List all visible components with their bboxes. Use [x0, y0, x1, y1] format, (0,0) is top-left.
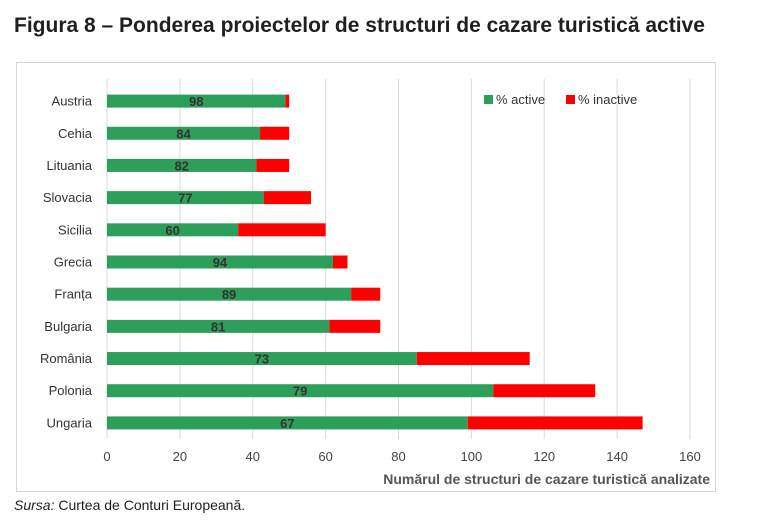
data-label: 81: [211, 319, 225, 334]
legend-swatch: [566, 95, 575, 104]
x-tick-label: 40: [246, 449, 260, 464]
category-label: Grecia: [54, 255, 93, 270]
data-label: 79: [293, 384, 307, 399]
bar-active: [107, 223, 239, 237]
data-label: 67: [280, 416, 294, 431]
bar-inactive: [256, 158, 290, 172]
x-tick-label: 140: [606, 449, 628, 464]
bar-active: [107, 126, 261, 140]
legend-label: % active: [496, 92, 545, 107]
x-tick-label: 100: [461, 449, 483, 464]
bar-inactive: [493, 384, 596, 398]
bar-active: [107, 158, 257, 172]
data-label: 94: [213, 255, 228, 270]
bar-active: [107, 352, 417, 366]
bar-active: [107, 94, 286, 108]
bar-inactive: [285, 94, 290, 108]
stacked-bar-chart: 0 20 40 60 80 100 120 140 160 Austria 98 Cehia 84 Lit…: [40, 79, 710, 487]
x-axis-title: Numărul de structuri de cazare turistică…: [383, 471, 710, 487]
category-label: Bulgaria: [44, 319, 92, 334]
bar-inactive: [329, 319, 381, 333]
x-tick-label: 160: [679, 449, 701, 464]
data-label: 82: [174, 158, 188, 173]
bar-inactive: [260, 126, 290, 140]
source-note: Sursa: Curtea de Conturi Europeană.: [14, 497, 245, 513]
bar-inactive: [263, 191, 312, 205]
bar-inactive: [332, 255, 348, 269]
bar-inactive: [238, 223, 326, 237]
category-label: Sicilia: [58, 222, 93, 237]
bar-inactive: [416, 352, 530, 366]
category-label: Lituania: [46, 158, 92, 173]
category-label: Polonia: [49, 383, 93, 398]
bar-active: [107, 287, 352, 301]
chart-area: 0 20 40 60 80 100 120 140 160 Austria 98 Cehia 84 Lit…: [16, 62, 716, 492]
source-text: Curtea de Conturi Europeană.: [54, 497, 246, 513]
x-tick-label: 0: [103, 449, 110, 464]
category-label: Franța: [54, 287, 92, 302]
category-label: Austria: [52, 94, 93, 109]
source-label: Sursa:: [14, 497, 55, 513]
data-label: 60: [165, 223, 179, 238]
legend-label: % inactive: [578, 92, 637, 107]
category-label: Ungaria: [46, 415, 92, 430]
bar-active: [107, 319, 330, 333]
category-label: Cehia: [58, 126, 93, 141]
data-label: 89: [222, 287, 236, 302]
bar-active: [107, 255, 333, 269]
bar-active: [107, 416, 468, 430]
x-tick-label: 60: [318, 449, 332, 464]
bar-inactive: [351, 287, 381, 301]
category-label: România: [40, 351, 93, 366]
x-tick-label: 80: [391, 449, 405, 464]
x-tick-label: 120: [533, 449, 555, 464]
data-label: 77: [178, 191, 192, 206]
bar-active: [107, 191, 264, 205]
x-tick-label: 20: [173, 449, 187, 464]
category-label: Slovacia: [43, 190, 93, 205]
bar-inactive: [467, 416, 643, 430]
data-label: 98: [189, 94, 203, 109]
figure-title: Figura 8 – Ponderea proiectelor de struc…: [14, 14, 705, 37]
bar-active: [107, 384, 494, 398]
data-label: 84: [176, 126, 191, 141]
data-label: 73: [255, 352, 269, 367]
legend-swatch: [484, 95, 493, 104]
